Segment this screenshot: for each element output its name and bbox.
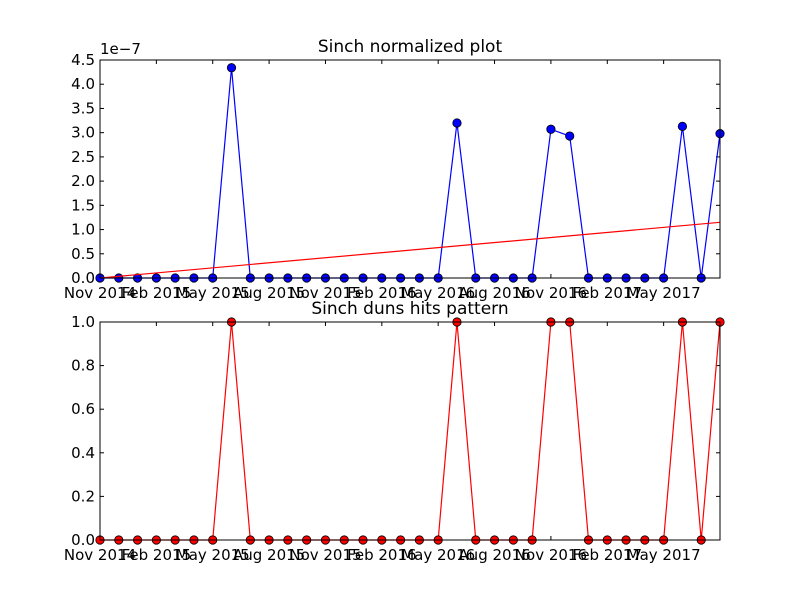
data-point [452,118,462,128]
data-point [226,63,237,73]
y-tick-label: 0.5 [71,245,95,263]
y-tick-label: 1.0 [71,221,95,239]
y-tick-label: 3.0 [71,124,95,142]
x-tick-label: Aug 2015 [233,546,305,564]
y-tick-label: 2.5 [71,148,95,166]
data-point [546,124,556,134]
chart-title: Sinch duns hits pattern [311,299,508,319]
y-tick-label: 0.0 [71,269,95,287]
top-chart: Sinch normalized plot 1e−7 0.0 0.5 1.0 1.5 2.0… [64,37,725,302]
x-tick-label: Feb 2016 [347,284,417,302]
y-tick-label: 0.6 [71,400,95,418]
x-tick-label: Feb 2017 [573,546,643,564]
x-tick-label: Feb 2017 [573,284,643,302]
x-tick-label: May 2017 [627,546,701,564]
axes-frame [99,321,721,541]
y-tick-label: 1.0 [71,313,95,331]
trend-line [99,221,721,279]
x-tick-label: Nov 2015 [289,546,361,564]
y-tick-label: 4.0 [71,75,95,93]
x-tick-label: May 2016 [401,546,475,564]
y-offset-label: 1e−7 [100,40,141,58]
y-tick-label: 0.4 [71,444,95,462]
y-tick-label: 0.0 [71,531,95,549]
chart-title: Sinch normalized plot [318,37,503,57]
y-tick-label: 0.2 [71,487,95,505]
x-tick-label: Feb 2015 [122,546,192,564]
x-tick-label: Nov 2016 [515,546,587,564]
x-tick-label: Feb 2016 [347,546,417,564]
x-tick-label: Nov 2015 [289,284,361,302]
x-tick-label: Aug 2016 [458,546,530,564]
x-tick-label: May 2016 [401,284,475,302]
data-point [677,121,688,131]
y-tick-label: 4.5 [71,51,95,69]
x-tick-label: Nov 2014 [64,546,136,564]
x-tick-label: May 2015 [176,546,250,564]
data-point [565,131,575,141]
x-tick-label: Feb 2015 [122,284,192,302]
x-tick-label: Nov 2016 [515,284,587,302]
y-tick-label: 0.8 [71,357,95,375]
x-tick-label: May 2015 [176,284,250,302]
y-tick-label: 3.5 [71,99,95,117]
x-tick-label: Nov 2014 [64,284,136,302]
x-tick-label: Aug 2015 [233,284,305,302]
axes-frame [99,59,721,279]
bottom-chart: Sinch duns hits pattern 0.0 0.2 0.4 0.6 0.8 1.… [64,299,725,564]
y-tick-label: 2.0 [71,172,95,190]
x-tick-label: May 2017 [627,284,701,302]
x-tick-label: Aug 2016 [458,284,530,302]
y-tick-label: 1.5 [71,196,95,214]
